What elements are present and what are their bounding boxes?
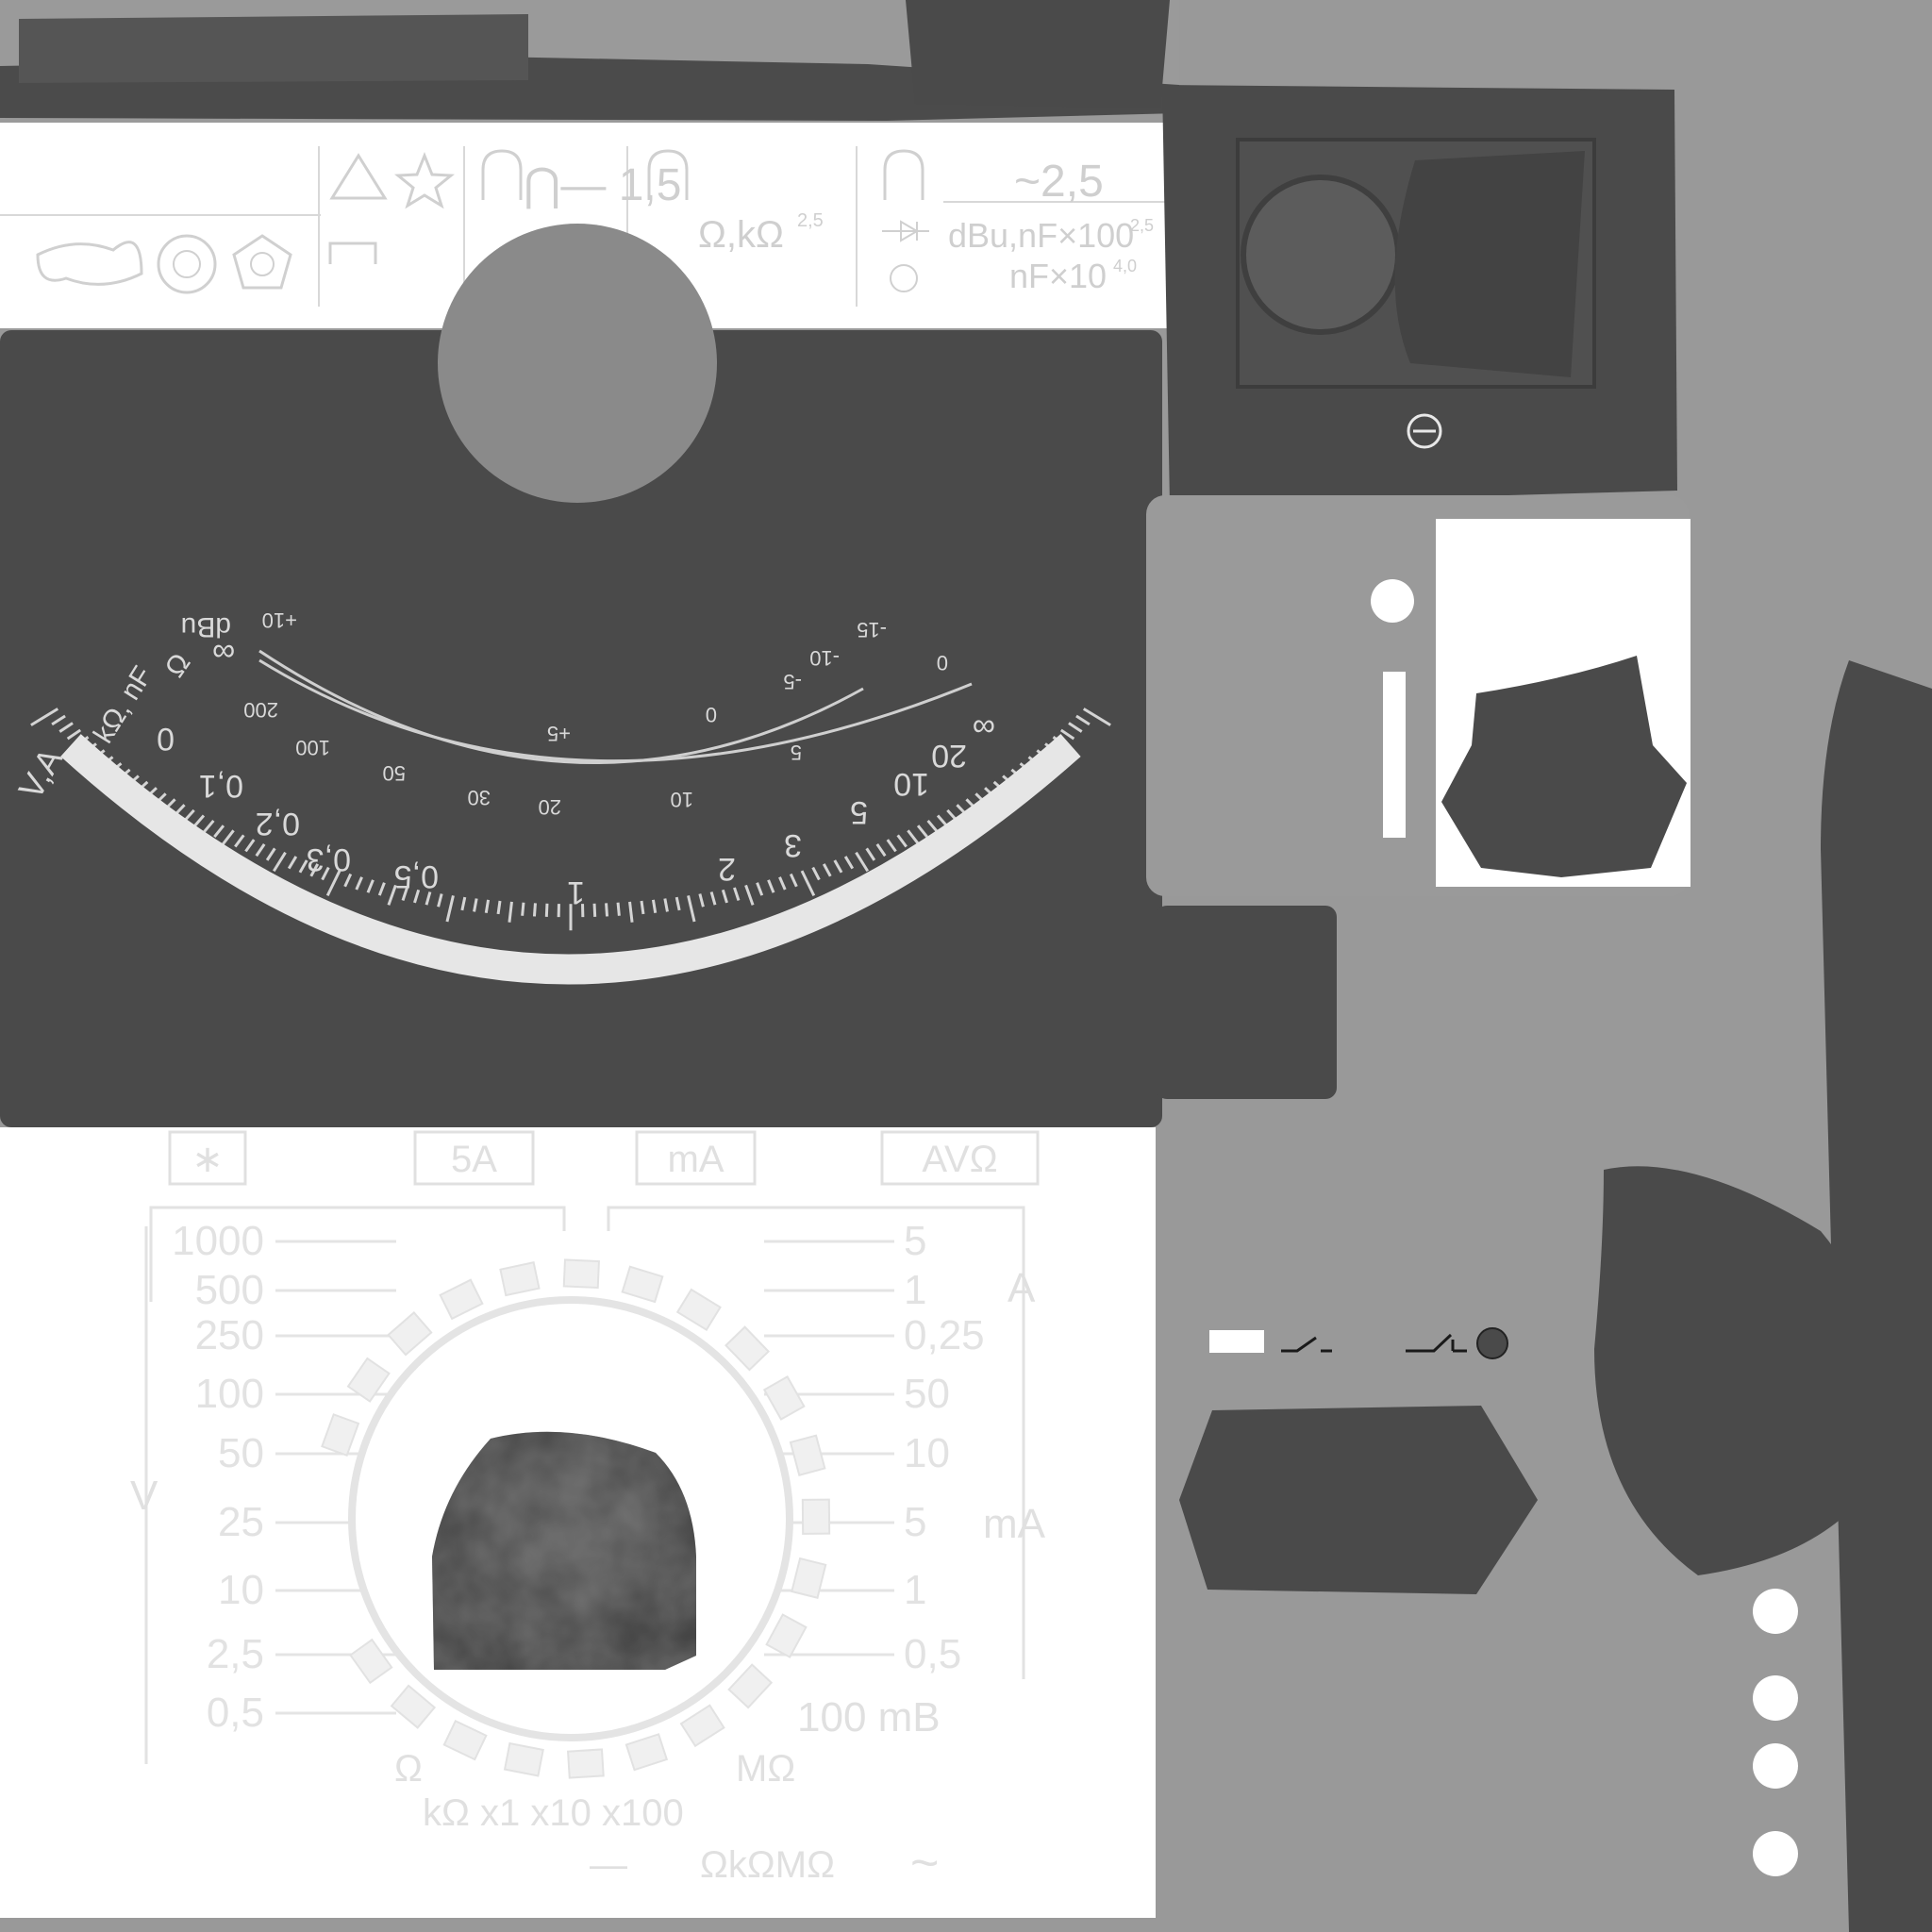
main-scale-label: 20 xyxy=(931,738,967,774)
terminal-dot-4 xyxy=(1753,1831,1798,1876)
voltage-range-label: 100 xyxy=(195,1371,264,1417)
current-range-label: 50 xyxy=(904,1371,950,1417)
ac-class-label: ~2,5 xyxy=(1014,157,1104,207)
dbu-scale-label: +10 xyxy=(262,608,297,632)
dial-tick xyxy=(641,901,643,914)
main-scale-label: 0,5 xyxy=(394,858,439,894)
voltage-range-label: 0,5 xyxy=(207,1690,264,1736)
current-range-label: 5 xyxy=(904,1218,926,1264)
dial-tick xyxy=(546,904,547,917)
main-scale-label: 0,3 xyxy=(307,841,351,877)
switch-detent xyxy=(564,1259,599,1288)
switch-detent xyxy=(505,1743,543,1775)
ohm-left-label: Ω xyxy=(394,1748,423,1790)
dbu-scale-label: -5 xyxy=(783,670,802,693)
rotary-switch-knob[interactable] xyxy=(432,1432,696,1670)
voltage-range-label: 250 xyxy=(195,1312,264,1358)
dbu-scale-label: -15 xyxy=(857,618,887,641)
voltage-range-label: 50 xyxy=(218,1430,264,1476)
voltage-range-label: 2,5 xyxy=(207,1631,264,1677)
voltage-range-label: 1000 xyxy=(172,1218,264,1264)
dial-tick xyxy=(523,903,524,916)
mv-label: 100 mB xyxy=(797,1694,941,1740)
top-strip xyxy=(0,0,1179,123)
label-slot xyxy=(1209,1330,1264,1353)
dbu-scale-label: +5 xyxy=(547,722,571,745)
switch-detent xyxy=(500,1262,539,1295)
current-range-label: 0,25 xyxy=(904,1312,985,1358)
socket-label: mA xyxy=(668,1139,724,1180)
infinity-left-label: ∞ xyxy=(212,632,235,668)
current-range-label: 10 xyxy=(904,1430,950,1476)
main-scale-label: 0,2 xyxy=(256,806,300,841)
main-scale-label: 0 xyxy=(157,721,175,757)
current-range-label: 1 xyxy=(904,1567,926,1613)
voltage-unit-label: V xyxy=(130,1473,158,1519)
terminal-dot-3 xyxy=(1753,1743,1798,1789)
dial-tick xyxy=(594,904,595,917)
main-scale-label: 3 xyxy=(784,827,802,863)
nf-class-label: 4,0 xyxy=(1113,257,1137,275)
side-parts xyxy=(1146,85,1932,1932)
dbu-scale-label: 0 xyxy=(937,651,948,675)
range-label: ⋂— 1,5 xyxy=(524,160,681,210)
dial-tick xyxy=(618,903,619,916)
voltage-range-label: 25 xyxy=(218,1499,264,1545)
indicator-dot xyxy=(1371,579,1414,623)
pushbutton-symbol-icon xyxy=(1406,1335,1467,1351)
mode-label: ΩkΩMΩ xyxy=(700,1844,835,1886)
ohm-class-label: 2,5 xyxy=(797,210,824,231)
ma-unit-label: mA xyxy=(983,1501,1046,1547)
main-scale-label: 5 xyxy=(850,794,868,830)
ohm-scale-label: 20 xyxy=(539,795,561,819)
main-scale-label: 2 xyxy=(718,851,736,887)
dbu-class-label: 2,5 xyxy=(1130,216,1154,235)
current-range-label: 5 xyxy=(904,1499,926,1545)
dbu-label: dBu,nF×100 xyxy=(948,216,1134,255)
switch-detent xyxy=(803,1500,829,1534)
dial-tick xyxy=(534,903,535,916)
status-led xyxy=(1477,1328,1507,1358)
socket-label: ∗ xyxy=(192,1139,224,1180)
terminal-dot-1 xyxy=(1753,1589,1798,1634)
ohm-scale-label: 5 xyxy=(791,741,802,764)
main-scale-label: 1 xyxy=(567,874,585,910)
switch-detent xyxy=(568,1749,604,1777)
terminal-dot-2 xyxy=(1753,1675,1798,1721)
main-scale-label: 10 xyxy=(893,766,929,802)
ohm-scale-label: 200 xyxy=(243,698,278,722)
current-range-label: 0,5 xyxy=(904,1631,961,1677)
socket-label: 5A xyxy=(451,1139,497,1180)
current-range-label: 1 xyxy=(904,1267,926,1313)
dbu-scale-label: 0 xyxy=(706,703,717,726)
dial-face: V,A kΩ, nF Ω dBu 00,10,20,3 0,5 12351020∞ … xyxy=(0,224,1162,1127)
main-scale-label: ∞ xyxy=(973,709,995,745)
ohm-right-label: MΩ xyxy=(736,1748,795,1790)
nf-label: nF×10 xyxy=(1009,257,1107,295)
ohm-scale-label: 50 xyxy=(383,761,406,785)
indicator-bar xyxy=(1383,672,1406,838)
dial-tick xyxy=(498,901,500,914)
voltage-range-label: 500 xyxy=(195,1267,264,1313)
ac-mode-symbol: ~ xyxy=(910,1836,939,1890)
multiplier-label: kΩ x1 x10 x100 xyxy=(423,1792,684,1834)
dbu-scale-label: -10 xyxy=(809,646,840,670)
dc-mode-symbol: — xyxy=(590,1844,627,1886)
ohm-scale-label: 30 xyxy=(468,786,491,809)
amp-unit-label: A xyxy=(1008,1265,1036,1311)
ohm-scale-label: 100 xyxy=(295,736,330,759)
voltage-range-label: 10 xyxy=(218,1567,264,1613)
main-scale-label: 0,1 xyxy=(199,768,243,804)
ohm-label: Ω,kΩ xyxy=(698,214,784,256)
socket-label: AVΩ xyxy=(922,1139,997,1180)
dial-tick xyxy=(607,903,608,916)
ohm-scale-label: 10 xyxy=(671,788,693,811)
switch-symbol-icon xyxy=(1281,1338,1332,1351)
